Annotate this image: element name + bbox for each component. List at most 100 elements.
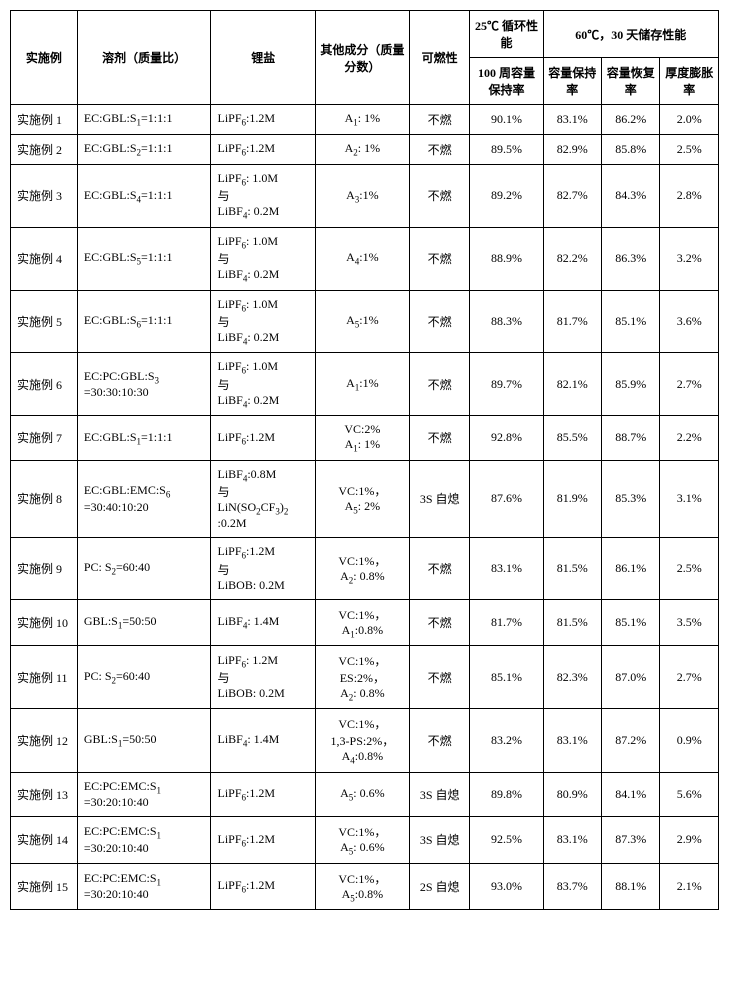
header-store60-rec: 容量恢复率 [602,58,660,105]
cell-solvent: PC: S2=60:40 [77,538,211,599]
cell-flammability: 不燃 [409,165,470,228]
cell-salt: LiPF6:1.2M [211,105,315,135]
cell-capacity-retention: 85.5% [543,416,601,460]
cell-other: VC:1%，A5: 0.6% [315,817,409,863]
cell-thickness-expansion: 2.5% [660,538,719,599]
table-row: 实施例 11PC: S2=60:40LiPF6: 1.2M与LiBOB: 0.2… [11,646,719,709]
cell-thickness-expansion: 2.2% [660,416,719,460]
cell-capacity-recovery: 88.1% [602,863,660,909]
cell-cycle-retention: 89.2% [470,165,543,228]
cell-capacity-retention: 82.9% [543,135,601,165]
cell-capacity-recovery: 85.3% [602,460,660,538]
cell-example: 实施例 1 [11,105,78,135]
cell-capacity-retention: 83.1% [543,709,601,772]
cell-capacity-recovery: 86.2% [602,105,660,135]
cell-salt: LiPF6:1.2M [211,135,315,165]
cell-salt: LiPF6:1.2M [211,772,315,816]
table-body: 实施例 1EC:GBL:S1=1:1:1LiPF6:1.2MA1: 1%不燃90… [11,105,719,910]
cell-capacity-recovery: 87.2% [602,709,660,772]
cell-flammability: 不燃 [409,353,470,416]
cell-other: VC:1%，A2: 0.8% [315,538,409,599]
cell-solvent: EC:PC:GBL:S3=30:30:10:30 [77,353,211,416]
cell-salt: LiPF6: 1.0M与LiBF4: 0.2M [211,165,315,228]
cell-salt: LiPF6: 1.2M与LiBOB: 0.2M [211,646,315,709]
cell-capacity-recovery: 86.3% [602,227,660,290]
cell-capacity-recovery: 85.1% [602,599,660,645]
cell-capacity-retention: 83.1% [543,105,601,135]
cell-thickness-expansion: 2.9% [660,817,719,863]
table-row: 实施例 6EC:PC:GBL:S3=30:30:10:30LiPF6: 1.0M… [11,353,719,416]
cell-salt: LiPF6: 1.0M与LiBF4: 0.2M [211,353,315,416]
cell-capacity-retention: 81.7% [543,290,601,353]
header-flammability: 可燃性 [409,11,470,105]
cell-capacity-recovery: 87.3% [602,817,660,863]
cell-capacity-recovery: 87.0% [602,646,660,709]
cell-cycle-retention: 88.9% [470,227,543,290]
cell-other: VC:1%，A5: 2% [315,460,409,538]
cell-capacity-recovery: 86.1% [602,538,660,599]
table-row: 实施例 13EC:PC:EMC:S1=30:20:10:40LiPF6:1.2M… [11,772,719,816]
cell-other: VC:1%，A1:0.8% [315,599,409,645]
cell-example: 实施例 8 [11,460,78,538]
cell-capacity-retention: 83.7% [543,863,601,909]
cell-flammability: 3S 自熄 [409,772,470,816]
cell-capacity-recovery: 85.8% [602,135,660,165]
header-salt: 锂盐 [211,11,315,105]
cell-cycle-retention: 83.2% [470,709,543,772]
cell-example: 实施例 6 [11,353,78,416]
cell-example: 实施例 12 [11,709,78,772]
cell-salt: LiBF4:0.8M与LiN(SO2CF3)2:0.2M [211,460,315,538]
cell-capacity-recovery: 85.9% [602,353,660,416]
cell-thickness-expansion: 2.1% [660,863,719,909]
cell-flammability: 3S 自熄 [409,817,470,863]
cell-capacity-recovery: 88.7% [602,416,660,460]
table-row: 实施例 8EC:GBL:EMC:S6=30:40:10:20LiBF4:0.8M… [11,460,719,538]
cell-thickness-expansion: 3.6% [660,290,719,353]
cell-cycle-retention: 89.8% [470,772,543,816]
cell-solvent: EC:PC:EMC:S1=30:20:10:40 [77,863,211,909]
cell-salt: LiPF6:1.2M [211,817,315,863]
cell-thickness-expansion: 2.5% [660,135,719,165]
cell-thickness-expansion: 5.6% [660,772,719,816]
cell-other: A4:1% [315,227,409,290]
header-store60-thk: 厚度膨胀率 [660,58,719,105]
cell-thickness-expansion: 3.2% [660,227,719,290]
cell-other: A5:1% [315,290,409,353]
cell-capacity-retention: 82.7% [543,165,601,228]
cell-cycle-retention: 92.8% [470,416,543,460]
cell-example: 实施例 15 [11,863,78,909]
cell-solvent: GBL:S1=50:50 [77,709,211,772]
cell-flammability: 不燃 [409,538,470,599]
cell-salt: LiPF6: 1.0M与LiBF4: 0.2M [211,227,315,290]
table-row: 实施例 4EC:GBL:S5=1:1:1LiPF6: 1.0M与LiBF4: 0… [11,227,719,290]
table-row: 实施例 3EC:GBL:S4=1:1:1LiPF6: 1.0M与LiBF4: 0… [11,165,719,228]
cell-other: VC:1%，A5:0.8% [315,863,409,909]
table-row: 实施例 1EC:GBL:S1=1:1:1LiPF6:1.2MA1: 1%不燃90… [11,105,719,135]
cell-thickness-expansion: 2.7% [660,646,719,709]
cell-solvent: EC:GBL:S5=1:1:1 [77,227,211,290]
cell-solvent: EC:GBL:S6=1:1:1 [77,290,211,353]
cell-example: 实施例 4 [11,227,78,290]
cell-cycle-retention: 85.1% [470,646,543,709]
cell-other: VC:1%，1,3-PS:2%，A4:0.8% [315,709,409,772]
cell-capacity-retention: 81.5% [543,538,601,599]
header-example: 实施例 [11,11,78,105]
cell-flammability: 不燃 [409,135,470,165]
cell-capacity-recovery: 84.1% [602,772,660,816]
cell-thickness-expansion: 0.9% [660,709,719,772]
cell-thickness-expansion: 2.0% [660,105,719,135]
cell-capacity-retention: 82.3% [543,646,601,709]
cell-example: 实施例 11 [11,646,78,709]
cell-other: A3:1% [315,165,409,228]
header-cycle25-group: 25℃ 循环性能 [470,11,543,58]
cell-capacity-retention: 82.2% [543,227,601,290]
table-row: 实施例 2EC:GBL:S2=1:1:1LiPF6:1.2MA2: 1%不燃89… [11,135,719,165]
cell-example: 实施例 10 [11,599,78,645]
cell-flammability: 3S 自熄 [409,460,470,538]
header-solvent: 溶剂（质量比） [77,11,211,105]
header-cycle25-sub: 100 周容量保持率 [470,58,543,105]
cell-solvent: EC:GBL:EMC:S6=30:40:10:20 [77,460,211,538]
cell-cycle-retention: 81.7% [470,599,543,645]
cell-thickness-expansion: 3.1% [660,460,719,538]
cell-flammability: 不燃 [409,227,470,290]
